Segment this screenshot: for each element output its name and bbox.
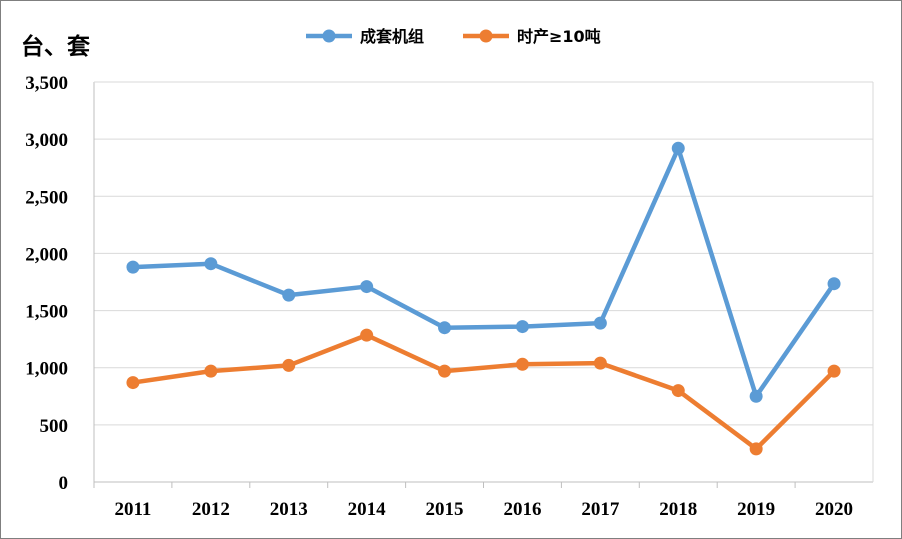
x-tick-label: 2018 <box>659 499 697 520</box>
legend: 成套机组 时产≥10吨 <box>306 27 601 46</box>
data-point <box>282 288 296 302</box>
data-point <box>360 328 374 342</box>
data-point <box>593 356 607 370</box>
data-point <box>593 316 607 330</box>
x-tick-label: 2011 <box>114 499 151 520</box>
x-tick-label: 2013 <box>270 499 308 520</box>
y-axis-ticks: 0 500 1,000 1,500 2,000 2,500 3,000 3,500 <box>25 73 68 494</box>
y-axis-unit-label: 台、套 <box>21 33 90 60</box>
y-tick-label: 0 <box>59 473 69 494</box>
data-point <box>438 364 452 378</box>
axes <box>93 81 874 488</box>
y-tick-label: 2,000 <box>25 244 68 265</box>
data-point <box>827 364 841 378</box>
data-point <box>438 321 452 335</box>
y-tick-label: 3,500 <box>25 73 68 94</box>
x-tick-label: 2017 <box>581 499 620 520</box>
data-point <box>749 442 763 456</box>
x-tick-label: 2020 <box>815 499 853 520</box>
y-tick-label: 2,500 <box>25 187 68 208</box>
legend-label: 成套机组 <box>360 27 424 46</box>
data-point <box>827 277 841 291</box>
data-point <box>515 357 529 371</box>
series-line-0 <box>130 146 837 399</box>
y-tick-label: 1,500 <box>25 302 68 323</box>
data-point <box>204 364 218 378</box>
data-point <box>204 257 218 271</box>
y-tick-label: 1,000 <box>25 359 68 380</box>
x-tick-label: 2016 <box>503 499 541 520</box>
data-point <box>671 384 685 398</box>
x-tick-label: 2014 <box>348 499 387 520</box>
y-tick-label: 3,000 <box>25 130 68 151</box>
y-tick-label: 500 <box>40 416 69 437</box>
series-line-1 <box>130 332 837 452</box>
x-tick-label: 2012 <box>192 499 230 520</box>
legend-label: 时产≥10吨 <box>517 27 601 46</box>
data-point <box>126 376 140 390</box>
series-lines <box>126 141 841 456</box>
x-tick-label: 2019 <box>737 499 775 520</box>
x-tick-label: 2015 <box>426 499 464 520</box>
data-point <box>749 389 763 403</box>
data-point <box>515 320 529 334</box>
x-axis-ticks: 2011 2012 2013 2014 2015 2016 2017 2018 2019 2020 <box>114 499 853 520</box>
legend-marker <box>479 29 493 43</box>
data-point <box>360 280 374 294</box>
data-point <box>671 141 685 155</box>
data-point <box>282 358 296 372</box>
data-point <box>126 260 140 274</box>
legend-marker <box>322 29 336 43</box>
